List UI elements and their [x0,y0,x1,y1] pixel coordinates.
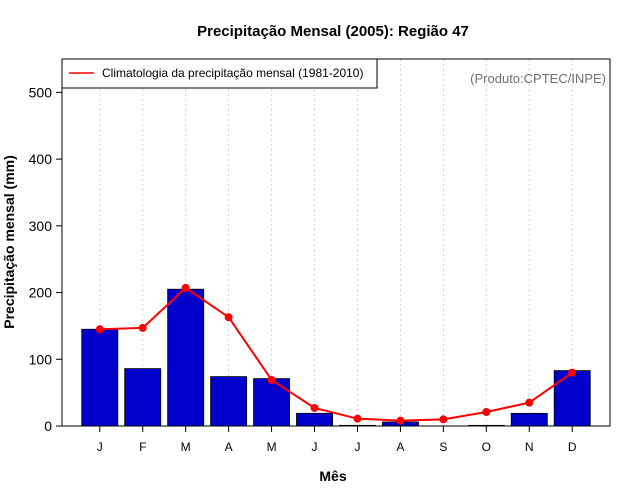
x-tick-label-8: S [439,440,447,454]
bar-a-3 [210,376,248,427]
climatology-point-6 [353,414,362,423]
x-tick-label-2: M [181,440,191,454]
grid [99,59,573,426]
bar-d-11 [553,370,591,427]
climatology-point-10 [525,398,534,407]
y-tick-label-300: 300 [29,218,53,234]
climatology-point-0 [95,325,104,334]
climatology-point-9 [482,407,491,416]
climatology-point-8 [439,415,448,424]
climatology-point-1 [138,323,147,332]
bar-m-2 [167,288,205,427]
climatology-point-5 [310,403,319,412]
legend-label-climatology: Climatologia da precipitação mensal (198… [102,66,363,80]
chart-title: Precipitação Mensal (2005): Região 47 [197,23,469,40]
x-tick-label-11: D [568,440,577,454]
x-tick-label-3: A [225,440,233,454]
bar-n-10 [510,412,548,427]
climatology-point-3 [224,313,233,322]
x-tick-label-0: J [97,440,103,454]
y-tick-label-0: 0 [44,418,52,434]
bar-j-5 [296,412,333,427]
climatology-point-11 [568,368,577,377]
bar-j-0 [81,328,119,427]
climatology-line [99,286,573,422]
source-credit: (Produto:CPTEC/INPE) [470,71,606,86]
y-tick-label-500: 500 [29,84,53,100]
y-tick-label-200: 200 [29,285,53,301]
x-axis-title: Mês [319,468,346,484]
y-axis: 0 100 200 300 400 500 [29,84,62,434]
x-tick-label-1: F [139,440,146,454]
bar-m-4 [253,378,291,427]
x-tick-label-6: J [354,440,360,454]
y-tick-label-400: 400 [29,151,53,167]
climatology-point-4 [267,375,276,384]
x-tick-label-9: O [482,440,491,454]
climatology-point-7 [396,416,405,425]
x-tick-label-4: M [267,440,277,454]
x-tick-label-10: N [525,440,534,454]
y-axis-title: Precipitação mensal (mm) [1,155,17,329]
legend: Climatologia da precipitação mensal (198… [61,58,378,89]
x-tick-label-7: A [396,440,404,454]
y-tick-label-100: 100 [29,351,53,367]
climatology-series [95,283,577,425]
legend-box [61,58,378,89]
bar-f-1 [124,368,162,427]
x-tick-label-5: J [312,440,318,454]
climatology-point-2 [181,283,190,292]
